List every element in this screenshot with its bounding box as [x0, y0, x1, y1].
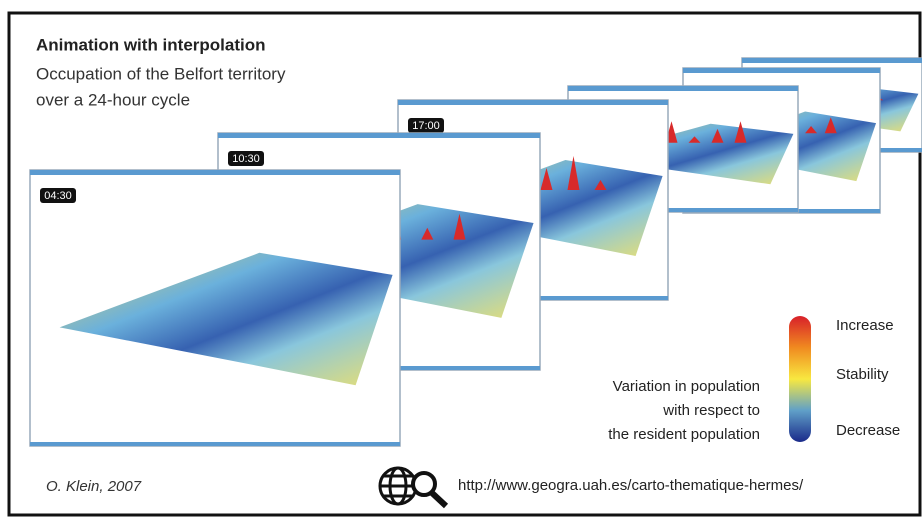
window-titlebar — [398, 100, 668, 105]
window-statusbar — [568, 208, 798, 212]
peak — [594, 180, 607, 190]
peak — [421, 227, 434, 240]
time-badge — [228, 151, 264, 166]
window-titlebar — [683, 68, 880, 73]
peak — [453, 213, 466, 240]
window-titlebar — [218, 133, 540, 138]
peak — [567, 156, 580, 190]
window-stack: 17:00 10:30 04:30 — [29, 57, 922, 447]
time-label: 04:30 — [44, 190, 72, 202]
time-label: 10:30 — [232, 153, 260, 165]
author: O. Klein, 2007 — [46, 478, 142, 495]
window-titlebar — [30, 170, 400, 175]
globe-icon — [378, 466, 449, 509]
legend-caption: the resident population — [608, 426, 760, 443]
peak — [711, 128, 724, 143]
title: Animation with interpolation — [36, 35, 265, 54]
legend-caption: Variation in population — [613, 378, 760, 395]
window-titlebar — [568, 86, 798, 91]
window-statusbar — [30, 442, 400, 446]
time-label: 17:00 — [412, 120, 440, 132]
url: http://www.geogra.uah.es/carto-thematiqu… — [458, 477, 804, 494]
terrain — [59, 252, 393, 386]
peak — [540, 168, 553, 190]
legend-label: Increase — [836, 317, 894, 334]
peak — [688, 136, 701, 143]
time-badge — [408, 118, 444, 133]
legend-label: Decrease — [836, 422, 900, 439]
legend-label: Stability — [836, 366, 889, 383]
subtitle: over a 24-hour cycle — [36, 90, 190, 109]
window-titlebar — [742, 58, 922, 63]
peak — [734, 121, 747, 143]
subtitle: Occupation of the Belfort territory — [36, 64, 286, 83]
legend-caption: with respect to — [662, 402, 760, 419]
legend-bar — [789, 316, 811, 442]
peak — [805, 126, 818, 134]
peak — [824, 117, 837, 134]
time-badge — [40, 188, 76, 203]
